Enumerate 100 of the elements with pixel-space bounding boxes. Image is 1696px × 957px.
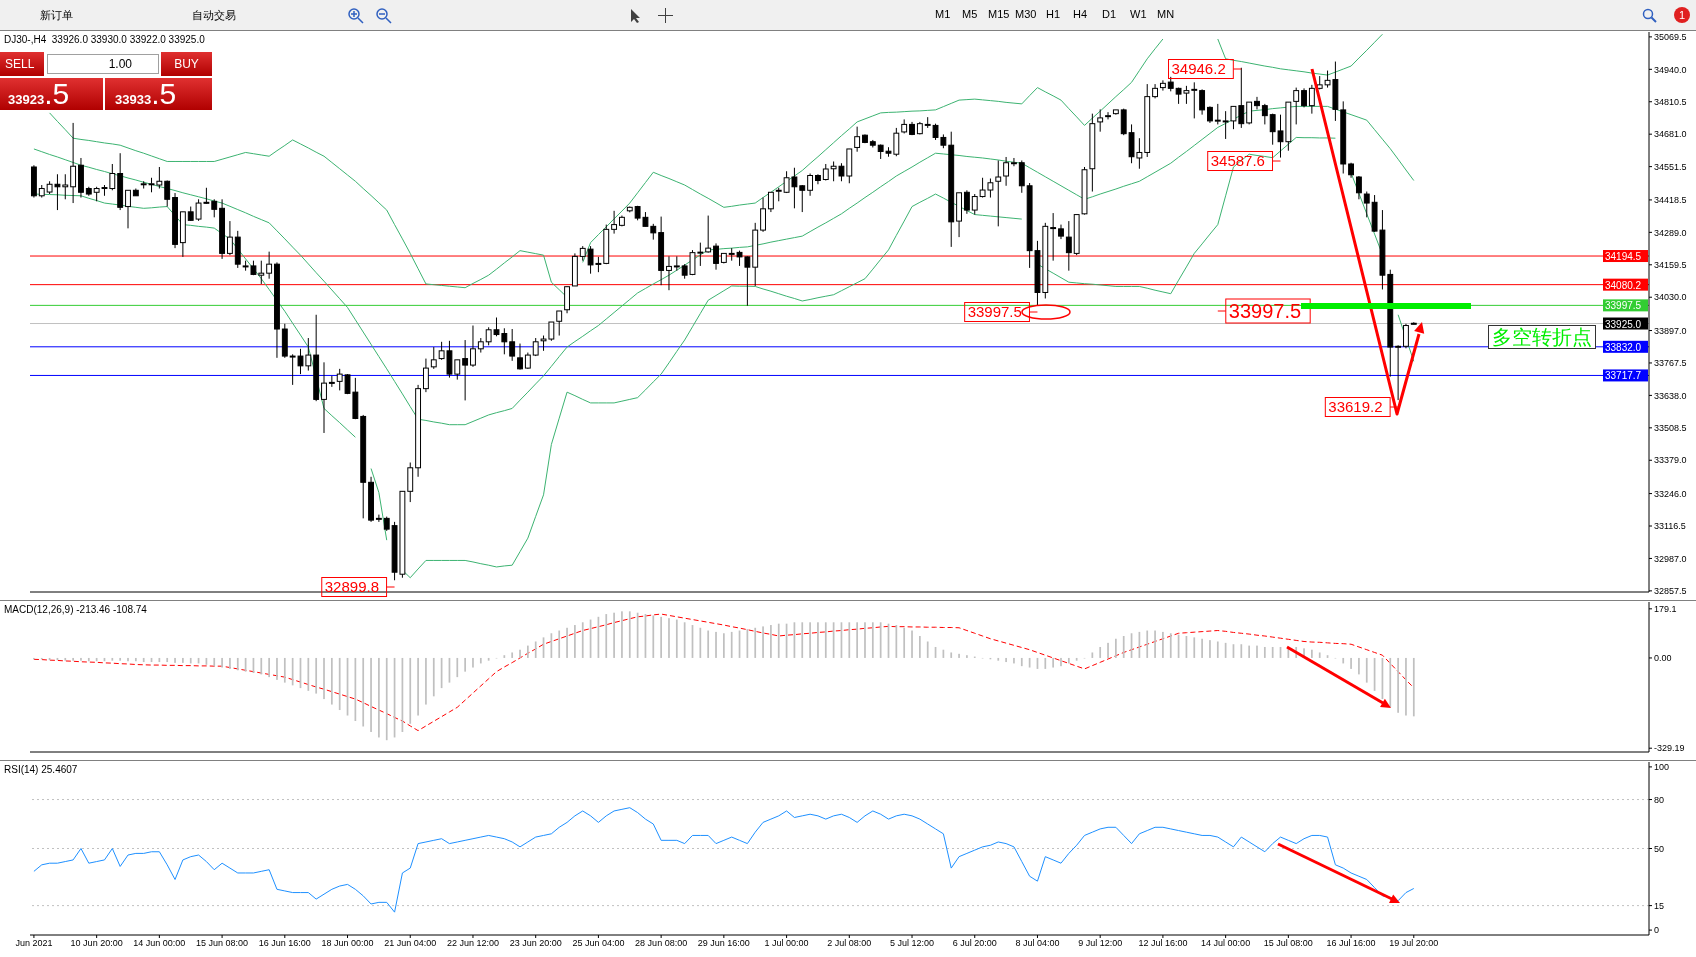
candlestick bbox=[125, 189, 131, 229]
text: M1 bbox=[935, 8, 951, 20]
candlestick bbox=[462, 339, 469, 401]
x-tick-label: 14 Jun 00:00 bbox=[133, 938, 186, 949]
candlestick bbox=[854, 126, 861, 153]
y-tick-label: 33897.0 bbox=[1654, 325, 1687, 336]
y-tick-label: 33508.5 bbox=[1654, 423, 1687, 434]
candlestick bbox=[611, 210, 618, 235]
candlestick bbox=[1308, 84, 1315, 115]
annotation: 33923.5 bbox=[8, 77, 70, 110]
candlestick bbox=[767, 191, 774, 213]
y-tick-label: 33638.0 bbox=[1654, 390, 1687, 401]
y-tick-label: 34681.0 bbox=[1654, 129, 1687, 140]
candlestick bbox=[971, 193, 978, 216]
candlestick bbox=[1403, 323, 1409, 349]
candlestick bbox=[470, 325, 476, 368]
x-tick-label: 5 Jul 12:00 bbox=[890, 938, 935, 949]
x-tick-label: 14 Jul 00:00 bbox=[1201, 938, 1251, 949]
y-tick-label: 100 bbox=[1654, 762, 1670, 773]
annotation: 33997.5 bbox=[967, 303, 1022, 321]
candlestick bbox=[1097, 108, 1104, 133]
candlestick bbox=[1003, 156, 1010, 187]
y-tick-label: 34159.5 bbox=[1654, 259, 1687, 270]
candlestick bbox=[564, 286, 570, 314]
annotation: SELL bbox=[0, 52, 44, 76]
line-series bbox=[33, 807, 1415, 913]
text: D1 bbox=[1102, 8, 1117, 20]
x-tick-label: 15 Jul 08:00 bbox=[1263, 938, 1313, 949]
x-tick-label: 15 Jun 08:00 bbox=[196, 938, 249, 949]
candlestick bbox=[1065, 220, 1072, 272]
candlestick bbox=[509, 328, 516, 362]
y-tick-label: 32857.5 bbox=[1654, 586, 1687, 597]
candlestick bbox=[1050, 212, 1057, 262]
candlestick bbox=[1214, 103, 1221, 125]
y-tick-label: 0.00 bbox=[1654, 653, 1672, 664]
ref-line-label: 33925.0 bbox=[1605, 318, 1642, 330]
x-tick-label: 1 Jul 00:00 bbox=[764, 938, 809, 949]
candlestick bbox=[1254, 96, 1260, 110]
annotation: 1.00 bbox=[47, 54, 159, 74]
text: M15 bbox=[988, 8, 1010, 20]
y-tick-label: 50 bbox=[1654, 843, 1665, 854]
candlestick bbox=[995, 159, 1002, 227]
annotation: 32899.8 bbox=[324, 578, 379, 596]
x-tick-label: 12 Jul 16:00 bbox=[1138, 938, 1188, 949]
candlestick bbox=[1105, 111, 1111, 120]
text: 自动交易 bbox=[192, 8, 236, 23]
annotation: BUY bbox=[161, 52, 212, 76]
x-tick-label: 22 Jun 12:00 bbox=[446, 938, 499, 949]
y-tick-label: 0 bbox=[1654, 925, 1660, 936]
y-tick-label: 33379.0 bbox=[1654, 455, 1687, 466]
annotation: 34587.6 bbox=[1210, 152, 1265, 170]
x-tick-label: 8 Jul 04:00 bbox=[1015, 938, 1060, 949]
candlestick bbox=[266, 251, 273, 280]
y-tick-label: 34551.5 bbox=[1654, 161, 1687, 172]
candlestick bbox=[963, 189, 970, 215]
text: H4 bbox=[1073, 8, 1088, 20]
candlestick bbox=[321, 361, 327, 434]
candlestick bbox=[1261, 103, 1268, 125]
y-tick-label: 34810.5 bbox=[1654, 96, 1687, 107]
y-tick-label: 34418.5 bbox=[1654, 195, 1687, 206]
candlestick bbox=[430, 346, 437, 370]
y-tick-label: 35069.5 bbox=[1654, 32, 1687, 43]
y-tick-label: 179.1 bbox=[1654, 604, 1677, 615]
candlestick bbox=[1018, 159, 1025, 194]
candlestick bbox=[1301, 87, 1307, 108]
candlestick bbox=[807, 173, 814, 197]
text: 多空转折点 bbox=[1488, 325, 1596, 349]
candlestick bbox=[375, 514, 382, 523]
y-tick-label: 33246.0 bbox=[1654, 488, 1687, 499]
candlestick bbox=[1159, 79, 1166, 92]
x-tick-label: 6 Jul 20:00 bbox=[952, 938, 997, 949]
y-tick-label: 34289.0 bbox=[1654, 227, 1687, 238]
text: H1 bbox=[1046, 8, 1061, 20]
x-tick-label: 10 Jun 20:00 bbox=[70, 938, 123, 949]
x-tick-label: 29 Jun 16:00 bbox=[697, 938, 750, 949]
candlestick bbox=[226, 220, 233, 256]
text: M5 bbox=[962, 8, 978, 20]
candlestick bbox=[666, 255, 672, 291]
candlestick bbox=[556, 310, 563, 337]
x-tick-label: Jun 2021 bbox=[15, 938, 53, 949]
candlestick bbox=[1011, 157, 1017, 167]
y-tick-label: 34030.0 bbox=[1654, 292, 1687, 303]
text: 新订单 bbox=[40, 8, 73, 23]
candlestick bbox=[1355, 175, 1362, 200]
ref-line-label: 34194.5 bbox=[1605, 251, 1642, 263]
candlestick bbox=[1293, 87, 1300, 125]
x-tick-label: 16 Jun 16:00 bbox=[258, 938, 311, 949]
ref-line-label: 33717.7 bbox=[1605, 370, 1642, 382]
candlestick bbox=[760, 197, 766, 233]
candlestick bbox=[705, 215, 712, 254]
candlestick bbox=[407, 462, 414, 503]
candlestick bbox=[1395, 344, 1402, 401]
x-tick-label: 23 Jun 20:00 bbox=[509, 938, 562, 949]
candlestick bbox=[70, 122, 77, 204]
candlestick bbox=[517, 343, 523, 371]
candlestick bbox=[713, 242, 719, 271]
candlestick bbox=[1199, 88, 1206, 116]
x-tick-label: 19 Jul 20:00 bbox=[1389, 938, 1439, 949]
x-tick-label: 18 Jun 00:00 bbox=[321, 938, 374, 949]
annotation: 33997.5 bbox=[1228, 300, 1302, 323]
